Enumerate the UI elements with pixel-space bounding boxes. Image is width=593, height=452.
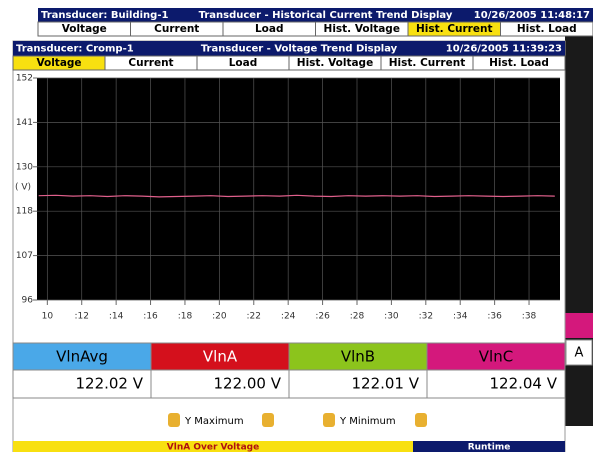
reading-header	[150, 342, 290, 371]
x-tick-label: 10	[42, 312, 54, 322]
tab-label: Hist. Voltage	[324, 23, 400, 35]
x-tick-label: :30	[384, 312, 399, 322]
header-left: Transducer: Cromp-1	[16, 44, 134, 55]
y-axis-label: ( V)	[15, 183, 31, 193]
status-alarm: VlnA Over Voltage	[167, 443, 259, 452]
header-title: Transducer - Historical Current Trend Di…	[199, 10, 453, 21]
tab-label: Hist. Current	[416, 23, 492, 35]
x-tick-label: :18	[178, 312, 193, 322]
x-tick-label: :36	[487, 312, 502, 322]
x-tick-label: :38	[522, 312, 537, 322]
header-left: Transducer: Building-1	[41, 10, 168, 21]
tab-label: Load	[229, 57, 258, 69]
y-tick-label: 130	[16, 162, 33, 172]
x-tick-label: :26	[315, 312, 330, 322]
button-icon[interactable]	[262, 413, 274, 427]
reading-name: VlnAvg	[56, 348, 108, 366]
status-mode-bg	[413, 441, 565, 452]
status-alarm-bg	[13, 441, 413, 452]
plot-area	[37, 78, 560, 300]
reading-header	[12, 342, 152, 371]
tab-label: Voltage	[62, 23, 107, 35]
reading-value: 122.00 V	[213, 375, 281, 393]
x-tick-label: :24	[281, 312, 296, 322]
front-header	[13, 41, 565, 56]
tab-label: Hist. Load	[489, 57, 549, 69]
reading-cell	[288, 369, 428, 399]
x-tick-label: :20	[212, 312, 227, 322]
back-header	[38, 8, 593, 22]
reading-name: VlnA	[203, 348, 238, 366]
y-tick-label: 96	[22, 296, 34, 306]
x-tick-label: :14	[109, 312, 124, 322]
x-tick-label: :22	[247, 312, 261, 322]
button-label[interactable]: Y Minimum	[339, 416, 396, 427]
x-tick-label: :16	[143, 312, 158, 322]
y-tick-label: 152	[16, 74, 33, 84]
header-datetime: 10/26/2005 11:48:17	[474, 10, 590, 21]
tab-label: Current	[154, 23, 199, 35]
header-datetime: 10/26/2005 11:39:23	[446, 44, 562, 55]
tab[interactable]	[500, 21, 593, 37]
series-line	[38, 194, 555, 198]
tab-label: Hist. Voltage	[297, 57, 373, 69]
header-title: Transducer - Voltage Trend Display	[201, 44, 398, 55]
x-tick-label: :12	[74, 312, 88, 322]
back-body	[565, 36, 593, 426]
x-tick-label: :32	[419, 312, 433, 322]
button-label[interactable]: Y Maximum	[184, 416, 244, 427]
y-tick-label: 141	[16, 118, 33, 128]
button-icon[interactable]	[415, 413, 427, 427]
button-icon[interactable]	[323, 413, 335, 427]
y-tick-label: 107	[16, 251, 33, 261]
back-swatch	[565, 313, 593, 338]
button-icon[interactable]	[168, 413, 180, 427]
reading-cell	[426, 369, 566, 399]
tab-label: Load	[255, 23, 284, 35]
tab-label: Voltage	[36, 57, 81, 69]
reading-value: 122.04 V	[489, 375, 557, 393]
side-button-label: A	[575, 346, 584, 361]
back-button[interactable]	[565, 339, 593, 366]
reading-name: VlnB	[341, 348, 375, 366]
reading-value: 122.01 V	[351, 375, 419, 393]
reading-cell	[150, 369, 290, 399]
tab-label: Current	[128, 57, 173, 69]
reading-value: 122.02 V	[75, 375, 143, 393]
tab-label: Hist. Load	[517, 23, 577, 35]
tab-label: Hist. Current	[389, 57, 465, 69]
reading-cell	[12, 369, 152, 399]
reading-name: VlnC	[479, 348, 513, 366]
x-tick-label: :28	[350, 312, 365, 322]
y-tick-label: 118	[16, 207, 33, 217]
tab[interactable]	[472, 55, 566, 71]
x-tick-label: :34	[453, 312, 468, 322]
status-mode: Runtime	[468, 443, 511, 452]
reading-header	[288, 342, 428, 371]
